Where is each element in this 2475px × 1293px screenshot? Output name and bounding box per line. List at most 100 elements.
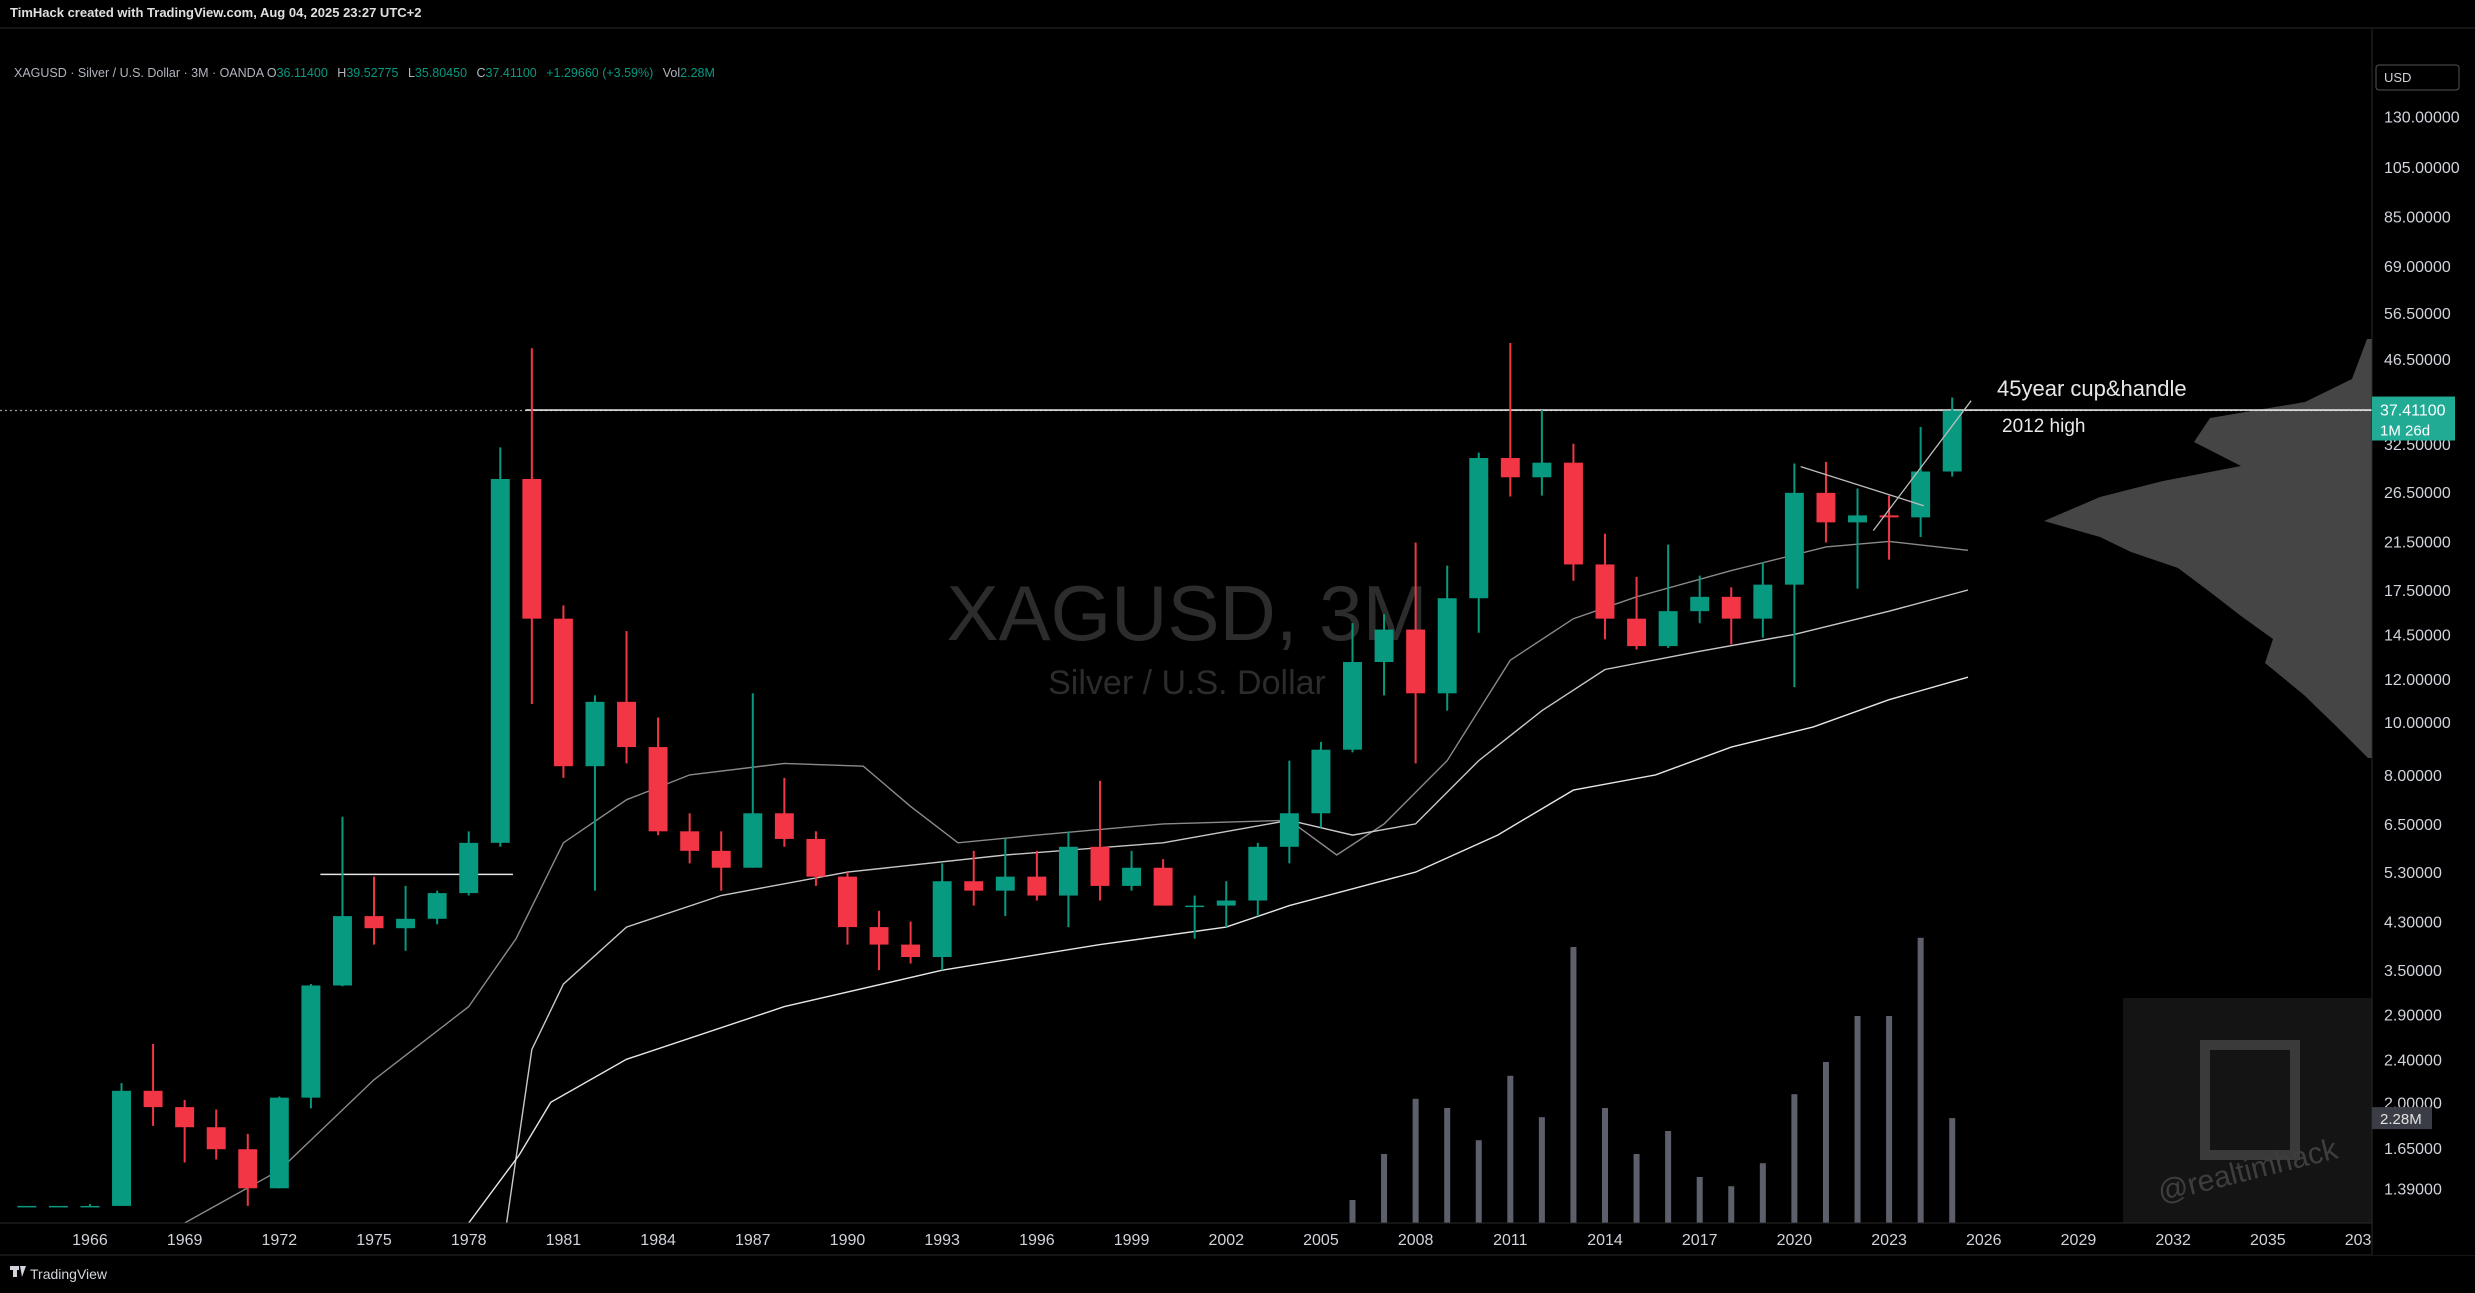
x-tick-label: 1981 xyxy=(546,1232,582,1249)
ohlc-value: 36.11400 xyxy=(276,66,328,80)
ohlc-value: 35.80450 xyxy=(414,66,468,80)
plot-area xyxy=(0,342,2372,1223)
candle-body xyxy=(964,881,984,891)
volume-profile xyxy=(2044,339,2372,758)
volume-bar xyxy=(1507,1075,1514,1223)
logo-part xyxy=(13,1266,17,1277)
volume-bar xyxy=(1538,1117,1545,1223)
watermark-subtitle: Silver / U.S. Dollar xyxy=(1048,664,1326,702)
candle-body xyxy=(1090,846,1110,886)
candle-body xyxy=(1784,492,1804,585)
candle-body xyxy=(1753,584,1773,619)
candle-body xyxy=(1500,457,1520,478)
candle-body xyxy=(648,747,668,832)
candle-body xyxy=(364,916,384,929)
handle-watermark: @realtimhack xyxy=(2123,998,2372,1223)
ohlc-label: O xyxy=(266,66,277,80)
candle-body xyxy=(112,1090,131,1206)
candle-body xyxy=(1911,471,1931,518)
ohlc-value: 39.52775 xyxy=(346,66,399,80)
volume-bar xyxy=(1759,1163,1766,1223)
volume-bar xyxy=(1696,1177,1703,1223)
candle-body xyxy=(1406,629,1426,694)
candle-body xyxy=(1848,515,1867,523)
candle-body xyxy=(48,1205,68,1208)
volume-bar xyxy=(1854,1016,1861,1223)
currency[interactable]: USD xyxy=(2384,70,2411,85)
y-tick-label: 56.50000 xyxy=(2384,306,2451,323)
candle-body xyxy=(869,927,889,945)
volume-value: 2.28M xyxy=(680,66,715,80)
candle-body xyxy=(680,831,700,851)
volume-label: Vol xyxy=(662,66,681,80)
x-tick-label: 2026 xyxy=(1966,1232,2002,1249)
y-axis: 130.00000 105.00000 85.00000 69.00000 56.500… xyxy=(2372,109,2460,1198)
candle-body xyxy=(553,618,573,767)
volume-bar xyxy=(1949,1118,1956,1223)
x-tick-label: 2035 xyxy=(2250,1232,2286,1249)
trend-line xyxy=(1872,400,1972,532)
candle-body xyxy=(1311,749,1331,814)
candle-body xyxy=(396,918,416,929)
y-tick-label: 69.00000 xyxy=(2384,259,2451,276)
x-tick-label: 2008 xyxy=(1398,1232,1434,1249)
x-tick-label: 2005 xyxy=(1303,1232,1339,1249)
y-tick-label: 10.00000 xyxy=(2384,715,2451,732)
volume-bar xyxy=(1886,1016,1893,1223)
volume-bar xyxy=(1791,1094,1798,1223)
candle-body xyxy=(1532,462,1552,478)
x-tick-label: 2029 xyxy=(2061,1232,2097,1249)
volume-bar xyxy=(1349,1200,1356,1223)
volume-bar xyxy=(1665,1131,1672,1223)
logo-part xyxy=(20,1266,26,1277)
moving-average xyxy=(468,676,1969,1223)
candle-body xyxy=(743,813,763,868)
candle-body xyxy=(1563,462,1583,565)
candle-body xyxy=(143,1090,163,1108)
y-tick-label: 6.50000 xyxy=(2384,817,2442,834)
x-tick-label: 1996 xyxy=(1019,1232,1055,1249)
watermark-box xyxy=(2123,998,2372,1223)
candle-body xyxy=(774,813,794,839)
x-tick-label: 1999 xyxy=(1114,1232,1150,1249)
x-tick-label: 1993 xyxy=(924,1232,960,1249)
drawings xyxy=(1800,400,1972,532)
y-tick-label: 4.30000 xyxy=(2384,915,2442,932)
candle-body xyxy=(238,1149,258,1189)
y-tick-label: 5.30000 xyxy=(2384,865,2442,882)
currency-box[interactable] xyxy=(2375,64,2460,91)
candle-body xyxy=(1721,596,1741,619)
y-tick-label: 12.00000 xyxy=(2384,672,2451,689)
candle-body xyxy=(711,850,731,868)
candle-body xyxy=(490,478,510,843)
ohlc-label: L xyxy=(407,66,415,80)
volume-bar xyxy=(1444,1108,1451,1223)
candle-body xyxy=(1469,457,1489,599)
volume-bar xyxy=(1412,1098,1419,1223)
volume-bar xyxy=(1917,937,1924,1223)
candle-body xyxy=(1879,515,1899,518)
x-tick-label: 2011 xyxy=(1493,1232,1528,1249)
candle-body xyxy=(1658,611,1678,647)
ohlc-label: C xyxy=(476,66,486,80)
candle-body xyxy=(1248,846,1268,901)
symbol[interactable]: XAGUSD · Silver / U.S. Dollar · 3M · OAN… xyxy=(14,66,264,80)
brand[interactable]: TradingView xyxy=(30,1266,108,1282)
candle-body xyxy=(522,478,542,619)
annotation: 2012 high xyxy=(2002,416,2085,437)
volume-bar xyxy=(1602,1108,1609,1223)
y-tick-label: 17.50000 xyxy=(2384,583,2451,600)
candle-body xyxy=(17,1205,37,1208)
candle-body xyxy=(1942,410,1962,472)
candle-body xyxy=(459,842,479,894)
annotation: 45year cup&handle xyxy=(1997,376,2187,401)
y-tick-label: 1.39000 xyxy=(2384,1181,2442,1198)
ohlc-value: 37.41100 xyxy=(485,66,537,80)
candle-body xyxy=(206,1127,226,1150)
x-axis: 1966 1969 1972 1975 1978 1981 1984 1987 1990 1993… xyxy=(72,1232,2380,1249)
candle-body xyxy=(1816,492,1836,523)
candle-body xyxy=(1374,629,1394,663)
